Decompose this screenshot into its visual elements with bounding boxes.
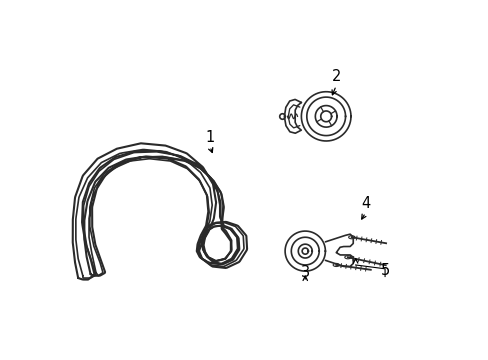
Text: 4: 4 — [360, 196, 369, 211]
Text: 3: 3 — [300, 265, 309, 280]
Text: 2: 2 — [331, 69, 340, 84]
Text: 5: 5 — [380, 263, 389, 278]
Text: 1: 1 — [205, 130, 214, 145]
